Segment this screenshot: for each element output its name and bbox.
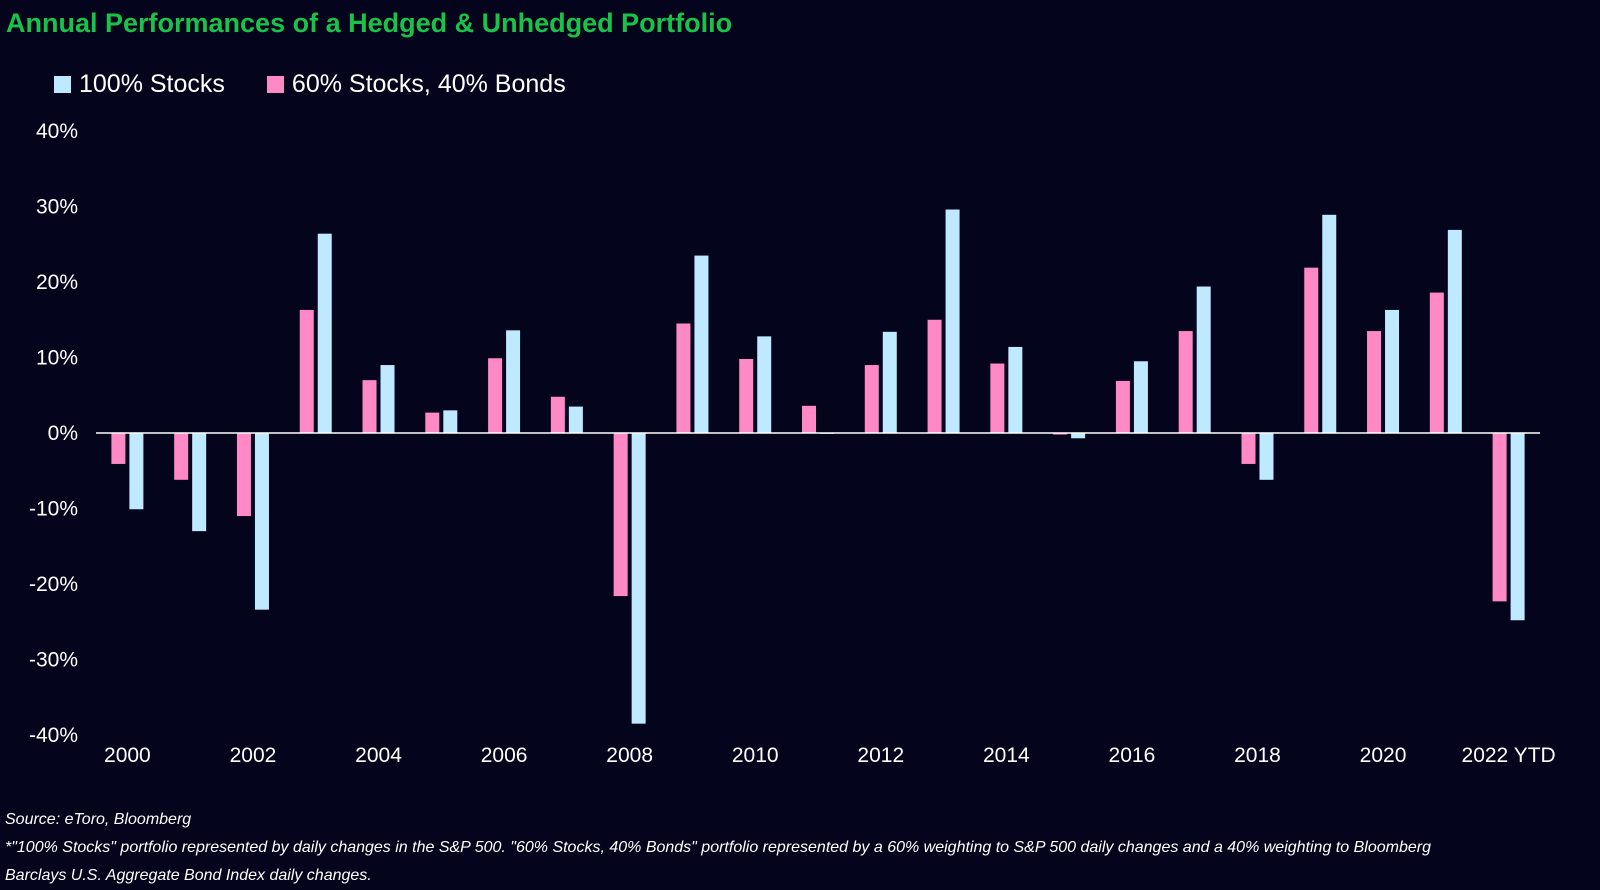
bar-100-stocks <box>192 433 207 532</box>
y-tick-label: -20% <box>29 573 78 596</box>
x-tick-label: 2006 <box>481 744 528 767</box>
bar-100-stocks <box>945 209 960 433</box>
x-tick-label: 2012 <box>857 744 904 767</box>
bar-60-40 <box>739 359 754 433</box>
bar-100-stocks <box>1133 361 1148 433</box>
bar-60-40 <box>1241 433 1256 464</box>
chart-title: Annual Performances of a Hedged & Unhedg… <box>6 8 733 38</box>
legend-swatch-stocks <box>54 76 71 93</box>
x-tick-label: 2020 <box>1360 744 1407 767</box>
bar-60-40 <box>550 396 565 433</box>
bar-60-40 <box>1492 433 1507 602</box>
footnote-line-2: Barclays U.S. Aggregate Bond Index daily… <box>5 867 372 884</box>
bars-group <box>111 209 1525 724</box>
bar-60-40 <box>1115 380 1130 433</box>
bar-100-stocks <box>443 410 458 433</box>
bar-60-40 <box>676 323 691 433</box>
y-tick-label: 0% <box>48 422 78 445</box>
bar-100-stocks <box>1071 433 1086 439</box>
bar-60-40 <box>236 433 251 517</box>
bar-60-40 <box>613 433 628 597</box>
bar-100-stocks <box>254 433 269 610</box>
bar-60-40 <box>1053 433 1068 435</box>
x-tick-label: 2016 <box>1109 744 1156 767</box>
bar-60-40 <box>1429 292 1444 433</box>
bar-100-stocks <box>882 331 897 433</box>
y-tick-label: 10% <box>36 347 78 370</box>
x-tick-label: 2000 <box>104 744 151 767</box>
bar-100-stocks <box>1259 433 1274 480</box>
x-tick-label: 2010 <box>732 744 779 767</box>
y-tick-label: 20% <box>36 271 78 294</box>
x-tick-label: 2018 <box>1234 744 1281 767</box>
bar-100-stocks <box>631 433 646 724</box>
footnote-line-1: *"100% Stocks" portfolio represented by … <box>5 839 1431 856</box>
chart-legend: 100% Stocks 60% Stocks, 40% Bonds <box>54 70 566 99</box>
y-tick-label: 40% <box>36 120 78 143</box>
bar-100-stocks <box>1196 286 1211 433</box>
bar-100-stocks <box>380 365 395 433</box>
bar-60-40 <box>362 380 377 433</box>
bar-60-40 <box>927 319 942 433</box>
legend-item-balanced: 60% Stocks, 40% Bonds <box>266 70 566 99</box>
bar-100-stocks <box>1510 433 1525 621</box>
x-tick-label: 2008 <box>606 744 653 767</box>
bar-60-40 <box>1367 331 1382 433</box>
bar-100-stocks <box>1385 309 1400 433</box>
bar-100-stocks <box>1447 229 1462 433</box>
source-note: Source: eToro, Bloomberg <box>5 811 192 828</box>
bar-60-40 <box>864 365 879 433</box>
bar-60-40 <box>111 433 126 464</box>
x-axis-ticks: 2000 2002 2004 2006 2008 2010 2012 2014 2016 2018… <box>104 744 1556 767</box>
bar-60-40 <box>1178 331 1193 433</box>
x-tick-label: 2014 <box>983 744 1030 767</box>
y-tick-label: 30% <box>36 196 78 219</box>
bar-60-40 <box>174 433 189 480</box>
bar-100-stocks <box>694 255 709 433</box>
y-tick-label: -30% <box>29 649 78 672</box>
bar-100-stocks <box>1322 214 1337 433</box>
legend-label-balanced: 60% Stocks, 40% Bonds <box>291 70 566 98</box>
bar-100-stocks <box>506 330 521 433</box>
chart-notes: Source: eToro, Bloomberg *"100% Stocks" … <box>5 806 1585 890</box>
bar-100-stocks <box>129 433 144 510</box>
bar-100-stocks <box>757 336 772 433</box>
bar-60-40 <box>488 358 503 433</box>
bar-100-stocks <box>1008 346 1023 433</box>
x-tick-label: 2002 <box>230 744 277 767</box>
bar-60-40 <box>299 309 314 433</box>
x-tick-label: 2004 <box>355 744 402 767</box>
bar-chart-plot: 40%30%20%10%0%-10%-20%-30%-40% 2000 2002 2… <box>29 120 1556 767</box>
bar-60-40 <box>802 405 816 433</box>
legend-swatch-balanced <box>266 76 284 93</box>
y-tick-label: -40% <box>29 724 78 747</box>
legend-item-stocks: 100% Stocks <box>54 70 225 99</box>
x-tick-label: 2022 YTD <box>1462 744 1556 767</box>
y-tick-label: -10% <box>29 498 78 521</box>
y-axis-ticks: 40% 30% 20% 10% 0% -10% -20% -30% -40% <box>29 120 78 747</box>
bar-60-40 <box>425 412 440 433</box>
legend-label-stocks: 100% Stocks <box>79 70 225 98</box>
bar-60-40 <box>1304 267 1319 433</box>
bar-100-stocks <box>568 406 583 433</box>
bar-100-stocks <box>317 233 332 433</box>
bar-60-40 <box>990 363 1005 433</box>
